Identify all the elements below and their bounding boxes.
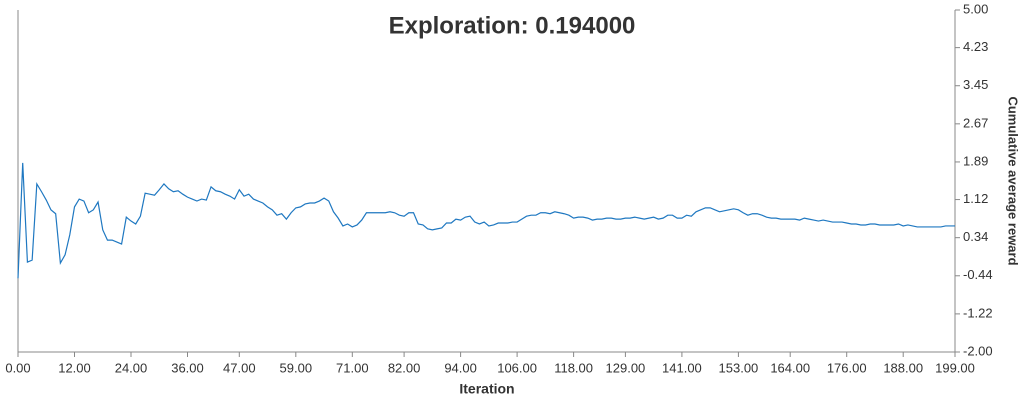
y-tick-label: 5.00	[963, 1, 988, 16]
x-tick-label: 141.00	[662, 360, 702, 375]
x-tick-label: 59.00	[280, 360, 313, 375]
y-tick-label: 2.67	[963, 115, 988, 130]
x-tick-label: 164.00	[770, 360, 810, 375]
y-tick-label: 3.45	[963, 77, 988, 92]
x-tick-label: 129.00	[606, 360, 646, 375]
x-tick-label: 94.00	[444, 360, 477, 375]
data-line	[17, 162, 955, 279]
x-tick-label: 188.00	[883, 360, 923, 375]
x-tick-label: 199.00	[935, 360, 975, 375]
x-tick-label: 24.00	[115, 360, 148, 375]
x-tick-label: 12.00	[58, 360, 91, 375]
x-tick-label: 82.00	[388, 360, 421, 375]
y-axis-title: Cumulative average reward	[1006, 96, 1021, 265]
x-tick-label: 106.00	[497, 360, 537, 375]
x-tick-label: 118.00	[554, 360, 593, 375]
x-axis-title: Iteration	[459, 381, 514, 397]
x-tick-label: 0.00	[5, 360, 30, 375]
x-tick-label: 36.00	[171, 360, 204, 375]
y-tick-label: -0.44	[963, 267, 993, 282]
y-tick-label: 1.89	[963, 153, 988, 168]
x-tick-label: 176.00	[827, 360, 867, 375]
y-tick-label: -2.00	[963, 343, 993, 358]
x-tick-label: 153.00	[719, 360, 759, 375]
chart-title: Exploration: 0.194000	[389, 12, 636, 39]
y-tick-label: 4.23	[963, 39, 988, 54]
x-tick-label: 47.00	[223, 360, 256, 375]
x-tick-label: 71.00	[336, 360, 369, 375]
y-tick-label: -1.22	[963, 305, 993, 320]
y-tick-label: 1.12	[963, 191, 988, 206]
y-tick-label: 0.34	[963, 229, 988, 244]
